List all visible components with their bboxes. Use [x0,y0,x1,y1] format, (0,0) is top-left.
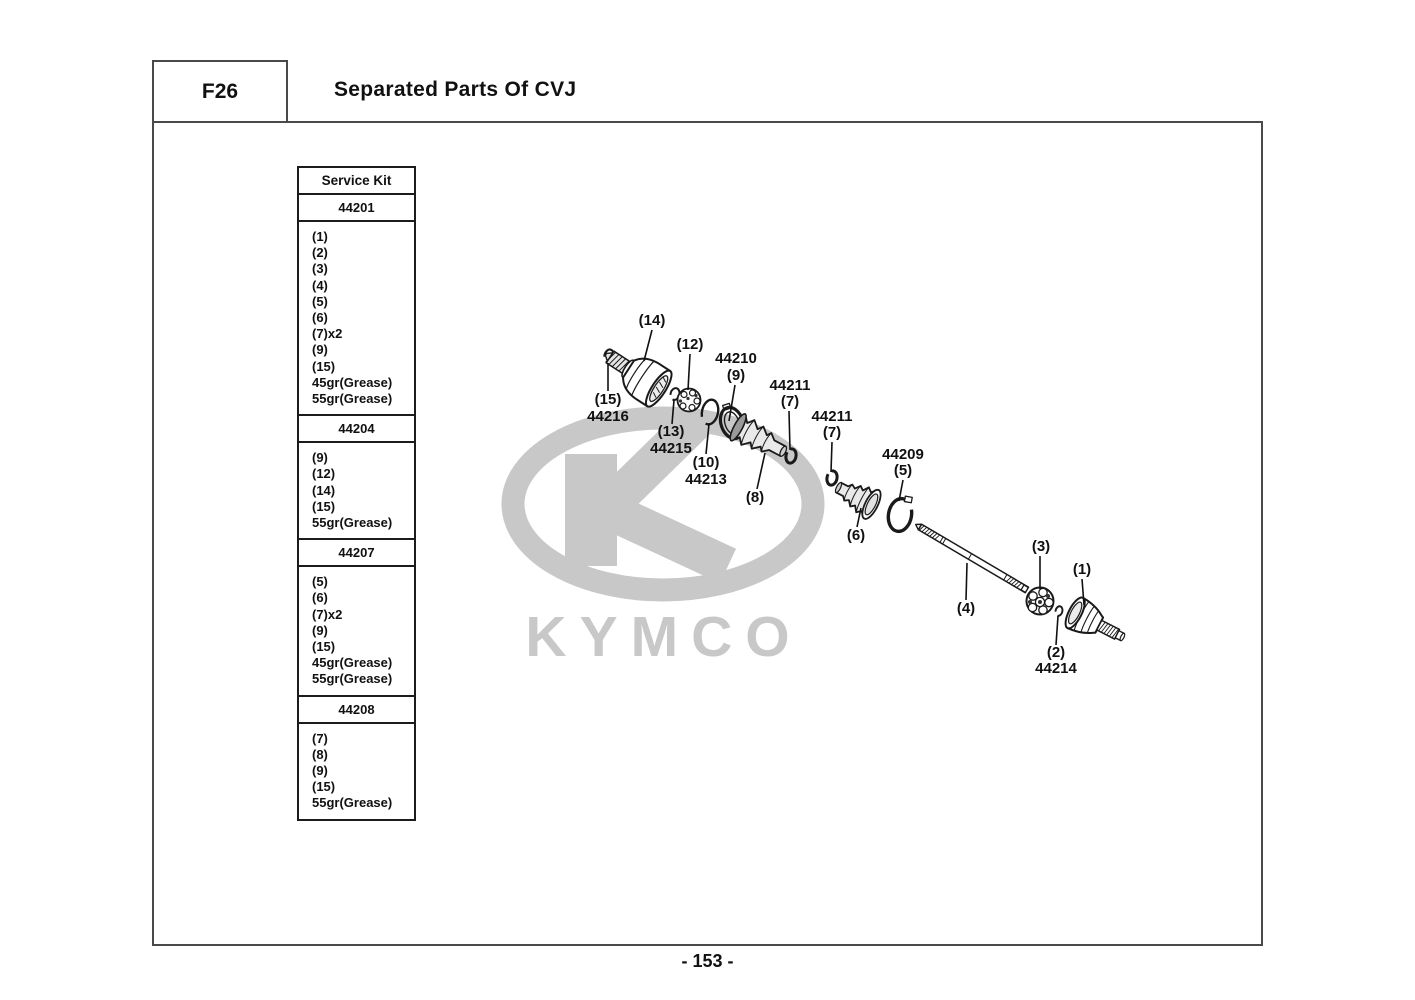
kymco-watermark: KYMCO [501,404,825,669]
part-stop-ring-2 [1054,605,1064,617]
callout-labels: (14) (12) 44210 (9) 44211 (7) (15) 44216… [587,312,1091,677]
kit-item: (4) [312,277,328,293]
label-44214: 44214 [1035,660,1077,677]
kit-item: 55gr(Grease) [312,391,393,407]
kit-item: (15) [312,779,336,795]
leader-13 [671,399,675,425]
part-boot-8 [729,413,788,458]
label-15: (15) [595,391,622,408]
kymco-ellipse-icon [501,406,825,602]
kit-item: (14) [312,482,336,498]
kit-item: (7)x2 [312,326,343,342]
kit-items-44208: (7) (8) (9) (15) 55gr(Grease) [297,721,416,821]
part-ball-cage-12 [676,387,702,413]
kit-items-44207: (5) (6) (7)x2 (9) (15) 45gr(Grease) 55gr… [297,565,416,697]
service-kit-table: Service Kit 44201 (1) (2) (3) (4) (5) (6… [297,166,416,821]
part-inner-joint-14 [604,350,673,408]
label-44210: 44210 [715,350,757,367]
kit-item: (9) [312,450,328,466]
leader-lines [607,329,1085,646]
kit-item: (5) [312,574,328,590]
label-9: (9) [727,367,745,384]
label-44215: 44215 [650,440,692,457]
kit-item: (8) [312,746,328,762]
leader-7b [830,441,833,473]
kit-item: (9) [312,763,328,779]
leader-2 [1055,615,1059,646]
page-number: - 153 - [681,951,734,971]
kit-number-44208: 44208 [297,694,416,724]
part-axle-shaft-4 [914,523,1030,594]
section-code: F26 [201,79,239,103]
cvj-diagram: KYMCO [501,312,1126,677]
label-44213: 44213 [685,471,727,488]
label-14: (14) [639,312,666,329]
kit-item: (7) [312,730,328,746]
leader-14 [643,329,653,362]
label-8: (8) [746,489,764,506]
leader-5 [898,479,904,502]
kit-item: (2) [312,245,328,261]
kit-item: 55gr(Grease) [312,515,393,531]
label-44216: 44216 [587,408,629,425]
kit-item: (1) [312,229,328,244]
label-10: (10) [693,454,720,471]
label-7-a: (7) [781,393,799,410]
kit-item: 45gr(Grease) [312,655,393,671]
leader-6 [856,507,862,528]
leader-12 [687,353,691,391]
kit-items-44201: (1) (2) (3) (4) (5) (6) (7)x2 (9) (15) 4… [297,220,416,417]
kit-item: (6) [312,310,328,326]
label-12: (12) [677,336,704,353]
part-circlip-10 [700,398,720,426]
kit-item: 55gr(Grease) [312,795,393,811]
kit-item: (7)x2 [312,606,343,622]
kit-number-44207: 44207 [297,538,416,568]
part-clamp-7a [784,447,798,465]
kymco-wordmark: KYMCO [525,605,802,669]
leader-7a [788,410,791,451]
kit-items-44204: (9) (12) (14) (15) 55gr(Grease) [297,441,416,541]
kit-item: (15) [312,358,336,374]
kit-item: (3) [312,261,328,277]
kit-number-44201: 44201 [297,193,416,222]
label-2: (2) [1047,644,1065,661]
kit-item: (6) [312,590,328,606]
leader-4 [965,562,968,601]
kit-item: (9) [312,622,328,638]
kit-number-44204: 44204 [297,414,416,444]
label-44211-b: 44211 [812,408,853,425]
section-code-box: F26 [152,60,288,121]
label-7-b: (7) [823,424,841,441]
part-spider-3 [1025,586,1055,616]
page-title: Separated Parts Of CVJ [334,78,577,101]
kit-item: 55gr(Grease) [312,671,393,687]
part-outer-joint-1 [1064,596,1126,642]
label-44209: 44209 [882,446,924,463]
label-6: (6) [847,527,865,544]
leader-10 [705,423,710,455]
kit-item: (12) [312,466,336,482]
leader-8 [756,452,766,490]
part-boot-6 [834,481,882,520]
label-1: (1) [1073,561,1091,578]
kit-item: 45gr(Grease) [312,374,393,390]
label-13: (13) [658,423,685,440]
service-kit-header: Service Kit [297,166,416,195]
kit-item: (5) [312,293,328,309]
part-boot-band-5 [886,495,914,534]
label-5: (5) [894,462,912,479]
kit-item: (15) [312,639,336,655]
kit-item: (15) [312,498,336,514]
label-3: (3) [1032,538,1050,555]
kymco-k-lower-arm-icon [592,489,737,584]
leader-9 [728,384,736,422]
kit-item: (9) [312,342,328,358]
part-clamp-7b [825,469,839,487]
label-44211-a: 44211 [770,377,811,394]
label-4: (4) [957,600,975,617]
leader-1 [1081,578,1085,606]
